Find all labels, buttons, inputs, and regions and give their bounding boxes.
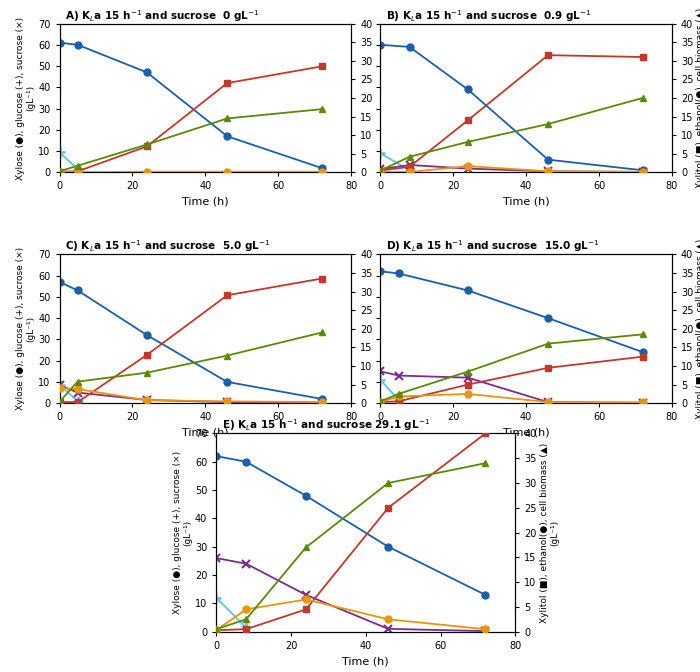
Text: B) K$_L$a 15 h$^{-1}$ and sucrose  0.9 gL$^{-1}$: B) K$_L$a 15 h$^{-1}$ and sucrose 0.9 gL… — [386, 7, 592, 24]
Text: E) K$_L$a 15 h$^{-1}$ and sucrose 29.1 gL$^{-1}$: E) K$_L$a 15 h$^{-1}$ and sucrose 29.1 g… — [222, 417, 430, 433]
Y-axis label: Xylitol (■), ethanol(●), cell biomass (▲)
(gL⁻¹): Xylitol (■), ethanol(●), cell biomass (▲… — [696, 239, 700, 419]
Y-axis label: Xylitol (■), ethanol(●), cell biomass (▲)
(gL⁻¹): Xylitol (■), ethanol(●), cell biomass (▲… — [696, 8, 700, 188]
Text: A) K$_L$a 15 h$^{-1}$ and sucrose  0 gL$^{-1}$: A) K$_L$a 15 h$^{-1}$ and sucrose 0 gL$^… — [65, 7, 260, 24]
Y-axis label: Xylose (●), glucose (+), sucrose (×)
(gL⁻¹): Xylose (●), glucose (+), sucrose (×) (gL… — [16, 16, 35, 179]
X-axis label: Time (h): Time (h) — [503, 428, 550, 437]
Y-axis label: Xylose (●), glucose (+), sucrose (×)
(gL⁻¹): Xylose (●), glucose (+), sucrose (×) (gL… — [173, 451, 192, 614]
Text: C) K$_L$a 15 h$^{-1}$ and sucrose  5.0 gL$^{-1}$: C) K$_L$a 15 h$^{-1}$ and sucrose 5.0 gL… — [65, 239, 271, 254]
X-axis label: Time (h): Time (h) — [182, 197, 229, 207]
Text: D) K$_L$a 15 h$^{-1}$ and sucrose  15.0 gL$^{-1}$: D) K$_L$a 15 h$^{-1}$ and sucrose 15.0 g… — [386, 239, 600, 254]
X-axis label: Time (h): Time (h) — [503, 197, 550, 207]
Y-axis label: Xylose (●), glucose (+), sucrose (×)
(gL⁻¹): Xylose (●), glucose (+), sucrose (×) (gL… — [16, 247, 35, 411]
X-axis label: Time (h): Time (h) — [182, 428, 229, 437]
X-axis label: Time (h): Time (h) — [342, 657, 389, 666]
Y-axis label: Xylitol (■), ethanol(●), cell biomass (▲)
(gL⁻¹): Xylitol (■), ethanol(●), cell biomass (▲… — [540, 442, 559, 623]
